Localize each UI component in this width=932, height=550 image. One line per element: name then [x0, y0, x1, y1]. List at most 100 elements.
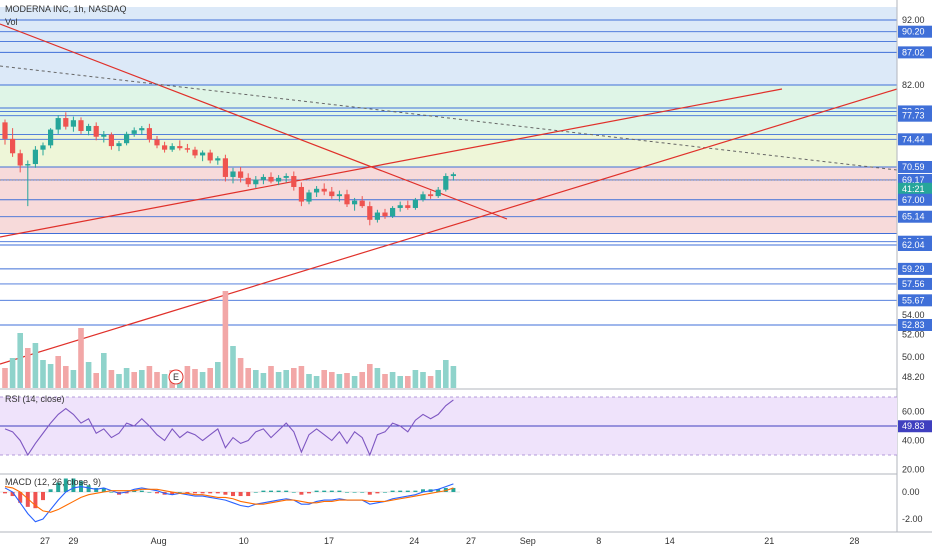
volume-bar [283, 370, 289, 388]
volume-bar [397, 376, 403, 388]
macd-tick-label: 0.00 [902, 487, 920, 497]
volume-bar [123, 368, 130, 388]
macd-histogram-bar [238, 492, 243, 497]
price-level-tag [898, 133, 932, 146]
candle-body [2, 122, 8, 139]
volume-bar [443, 360, 449, 388]
candle-body [374, 212, 380, 220]
candle-body [253, 179, 259, 185]
macd-histogram-bar [307, 492, 311, 494]
macd-histogram-bar [41, 492, 45, 501]
earnings-circle[interactable] [168, 369, 184, 385]
volume-bar [139, 370, 145, 388]
candle-body [344, 194, 350, 205]
macd-histogram-bar [383, 492, 387, 493]
candle-body [146, 128, 152, 140]
macd-histogram-bar [170, 492, 175, 495]
volume-bar [405, 376, 411, 388]
price-level-tag [898, 239, 932, 251]
price-level-tag-label: 52.83 [902, 320, 925, 330]
candle-body [306, 192, 312, 202]
candle-body [238, 171, 244, 178]
trendlines [0, 23, 898, 365]
macd-histogram-bar [193, 492, 197, 494]
volume-bar [237, 358, 244, 388]
macd-histogram-bar [177, 492, 182, 493]
price-level-tag [898, 182, 932, 195]
candle-body [48, 129, 54, 146]
horizontal-levels [0, 19, 897, 326]
macd-histogram-bar [94, 487, 99, 492]
macd-histogram-bar [337, 490, 342, 492]
price-level-tag [898, 161, 932, 173]
volume-bar [268, 366, 274, 388]
price-level-tag-label: 74.44 [902, 134, 925, 144]
candle-body [321, 188, 327, 192]
candle-body [32, 149, 38, 165]
candle-body [222, 158, 228, 177]
rsi-current-label: 49.83 [902, 421, 925, 431]
price-level-tag-label: 70.59 [902, 162, 925, 172]
macd-histogram-bar [421, 489, 425, 492]
macd-histogram-bar [139, 490, 144, 492]
rising-channel-bottom [0, 88, 898, 365]
price-level-tag [898, 25, 932, 38]
candle-body [412, 199, 418, 208]
macd-histogram-bar [109, 492, 114, 493]
macd-histogram-bar [231, 492, 235, 497]
price-level-tag [898, 210, 932, 223]
volume-bar [344, 373, 350, 388]
time-tick-label: 8 [596, 536, 601, 546]
macd-histogram-bar [147, 492, 152, 493]
candle-body [177, 146, 183, 149]
price-axis: 92.00 82.00 54.00 52.00 50.00 48.20 90.20 87.02… [898, 15, 932, 382]
volume-bar [25, 348, 31, 388]
time-tick-label: 27 [466, 536, 476, 546]
candle-body [352, 200, 358, 205]
time-tick-label: 21 [764, 536, 774, 546]
candle-body [291, 176, 297, 187]
candle-body [86, 125, 92, 131]
price-tick-label: 50.00 [902, 352, 925, 362]
price-zone [0, 167, 897, 234]
volume-bar [253, 370, 259, 388]
candle-body [405, 205, 411, 208]
macd-histogram-bar [246, 492, 251, 497]
macd-tick-label: -2.00 [902, 514, 923, 524]
macd-histogram-bar [375, 492, 380, 494]
volume-bar [298, 366, 305, 388]
volume-bar [245, 368, 251, 388]
time-tick-label: 17 [324, 536, 334, 546]
volume-bar [32, 343, 39, 388]
volume-bar [184, 366, 191, 388]
volume-bar [321, 370, 327, 388]
macd-histogram-bar [284, 490, 289, 492]
macd-line [4, 483, 454, 523]
earnings-marker[interactable]: E [168, 369, 184, 385]
descending-trendline [0, 23, 508, 220]
price-tick-label: 92.00 [902, 15, 925, 25]
volume-bar [70, 370, 77, 388]
price-level-tag [898, 277, 932, 290]
time-tick-label: 14 [665, 536, 675, 546]
time-axis: 27 29 Aug 10 17 24 27 Sep 8 14 21 28 [40, 536, 859, 546]
volume-bar [230, 346, 236, 388]
candle-body [428, 194, 434, 197]
time-tick-label: 29 [68, 536, 78, 546]
candle-body [40, 145, 46, 150]
macd-histogram-bar [360, 492, 365, 493]
price-tick-label: 82.00 [902, 80, 925, 90]
price-level-tag [898, 46, 932, 59]
earnings-label: E [173, 372, 179, 382]
volume-bar [367, 364, 373, 388]
volume-bar [131, 372, 137, 388]
macd-histogram-bar [390, 490, 395, 492]
price-tick-label: 52.00 [902, 329, 925, 339]
candle-body [397, 205, 403, 208]
macd-histogram-bar [413, 490, 418, 492]
macd-axis: 0.00 -2.00 [902, 487, 923, 524]
candle-body [390, 207, 396, 217]
macd-histogram-bar [86, 485, 91, 492]
price-level-tag-label: 90.20 [902, 27, 925, 37]
